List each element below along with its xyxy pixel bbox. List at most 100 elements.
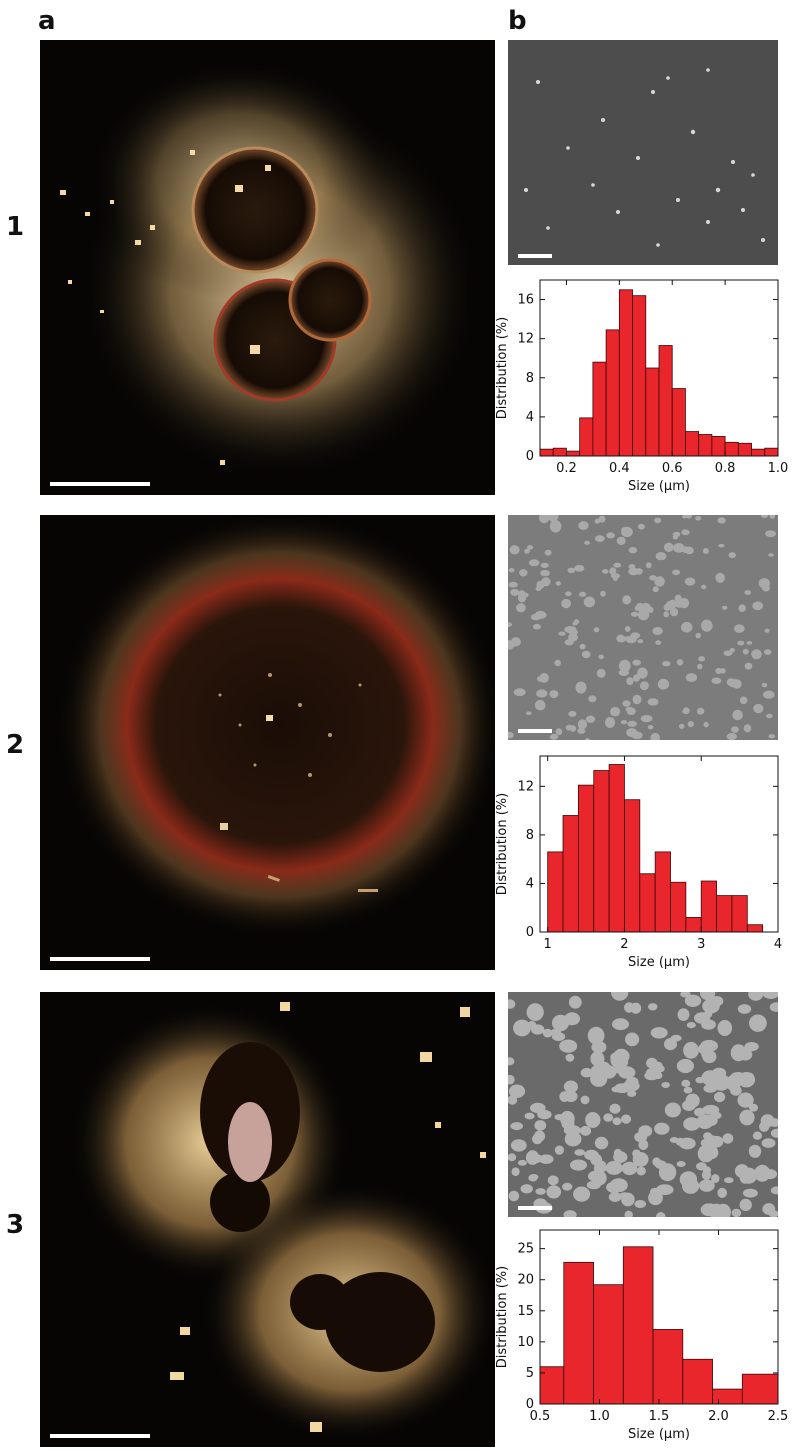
sem-particle xyxy=(579,591,587,597)
sem-particle xyxy=(604,717,616,728)
sem-particle xyxy=(655,552,667,561)
sem-particle xyxy=(562,1182,573,1191)
sem-particle xyxy=(669,599,676,604)
sem-particle xyxy=(510,588,520,596)
sem-particle xyxy=(742,1072,754,1080)
sem-particle xyxy=(650,1027,668,1039)
sem-particle xyxy=(739,1109,755,1126)
sem-particle xyxy=(580,1067,593,1078)
histogram-bar xyxy=(539,1366,565,1405)
sem-particle xyxy=(631,731,643,740)
sem-particle xyxy=(704,1115,718,1126)
sem-particle xyxy=(608,1192,622,1202)
sem-particle xyxy=(746,641,753,645)
sem-particle xyxy=(761,682,768,688)
histogram-bar xyxy=(685,917,702,933)
sem-particle xyxy=(734,624,745,633)
x-tick-label: 0.5 xyxy=(530,1409,551,1424)
sem-particle xyxy=(621,527,627,534)
sem-particle xyxy=(525,1150,540,1165)
sem-particle xyxy=(508,568,515,573)
sem-particle xyxy=(722,1133,734,1144)
sem-particle xyxy=(721,605,728,610)
sem-particle xyxy=(574,564,585,572)
sem-particle xyxy=(590,1051,605,1067)
sem-particle xyxy=(645,562,652,569)
sem-particle xyxy=(685,673,698,682)
sem-particle xyxy=(761,1138,776,1148)
sem-particle xyxy=(579,643,586,650)
sem-particle xyxy=(621,1192,635,1207)
sem-particle xyxy=(547,1175,559,1186)
sem-particle xyxy=(561,598,571,609)
sem-particle xyxy=(698,656,705,662)
sem-particle xyxy=(630,1002,642,1014)
sem-particle xyxy=(635,602,645,612)
sem-particle xyxy=(568,995,582,1009)
sem-particle xyxy=(715,572,725,583)
sem-particle xyxy=(726,1074,741,1092)
sem-particle xyxy=(610,706,621,717)
sem-particle xyxy=(616,1056,629,1068)
sem-particle xyxy=(663,611,669,618)
sem-particle xyxy=(739,696,748,705)
y-tick-label: 4 xyxy=(526,876,534,891)
sem-particle xyxy=(744,590,752,595)
sem-particle xyxy=(662,661,671,667)
y-tick-label: 8 xyxy=(526,828,534,843)
sem-particle xyxy=(585,738,590,740)
sem-particle xyxy=(572,621,578,626)
sem-particle xyxy=(732,709,743,721)
sem-particle xyxy=(508,1095,518,1105)
sem-particle xyxy=(684,577,696,586)
sem-particle xyxy=(701,619,713,632)
sem-particle xyxy=(519,569,528,577)
sem-particle xyxy=(731,1208,742,1217)
sem-particle xyxy=(744,662,753,670)
sem-particle xyxy=(646,1057,658,1069)
sem-particle xyxy=(695,632,701,639)
sem-particle xyxy=(517,1159,527,1166)
sem-particle xyxy=(537,1109,552,1120)
histogram-bar xyxy=(562,815,579,933)
histogram-bar xyxy=(577,784,595,933)
sem-particle xyxy=(670,607,679,617)
histogram-bar xyxy=(563,1261,594,1405)
sem-particle xyxy=(649,575,657,581)
sem-particle xyxy=(511,1167,520,1176)
sem-particle xyxy=(577,728,586,734)
sem-particle xyxy=(539,515,550,524)
sem-particle xyxy=(711,677,722,684)
sem-particle xyxy=(758,578,770,589)
sem-particle xyxy=(540,562,549,568)
sem-particle xyxy=(584,1149,599,1161)
sem-particle xyxy=(627,720,637,727)
histogram-bar xyxy=(645,367,660,457)
sem-particle xyxy=(700,1203,719,1217)
sem-particle xyxy=(681,529,690,536)
panel-letter-a: a xyxy=(38,6,56,36)
sem-particle xyxy=(720,668,726,674)
sem-particle xyxy=(632,659,641,666)
sem-particle xyxy=(628,567,639,576)
sem-particle xyxy=(770,1186,778,1195)
sem-particle xyxy=(581,650,591,659)
sem-particle xyxy=(598,654,604,660)
y-tick-label: 10 xyxy=(517,1335,534,1350)
panel-letter-b: b xyxy=(508,6,527,36)
sem-particle xyxy=(751,649,762,660)
sem-particle xyxy=(625,706,634,712)
histogram-bar xyxy=(592,361,607,457)
sem-particle xyxy=(661,1082,670,1088)
sem-particle xyxy=(546,1185,562,1199)
sem-particle xyxy=(513,688,526,697)
sem-particle xyxy=(532,623,541,630)
histogram-bar xyxy=(737,442,752,457)
x-tick-label: 1.5 xyxy=(649,1409,670,1424)
sem-particle xyxy=(610,573,621,579)
sem-particle xyxy=(681,1079,691,1087)
y-tick-label: 0 xyxy=(526,925,534,940)
sem-particle xyxy=(763,690,775,699)
y-tick-label: 0 xyxy=(526,1397,534,1412)
sem-particle xyxy=(618,1066,636,1079)
